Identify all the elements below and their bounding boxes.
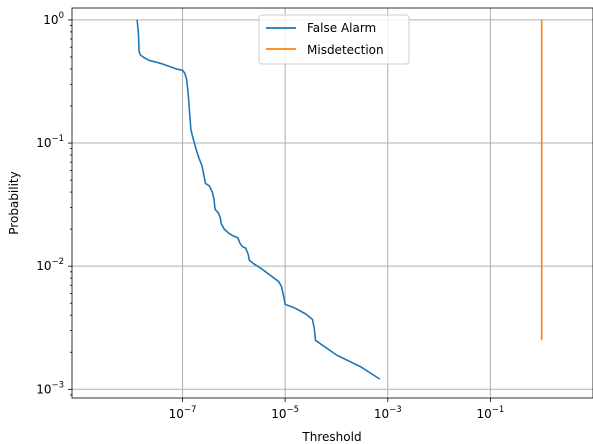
y-tick-label: 10−1	[36, 134, 64, 150]
x-tick-base: 10	[271, 407, 286, 421]
x-tick-exponent: −7	[184, 405, 197, 415]
y-tick-label: 10−3	[36, 380, 64, 396]
y-tick-base: 10	[36, 382, 51, 396]
x-tick-exponent: −3	[389, 405, 402, 415]
legend-label-misdetection: Misdetection	[307, 43, 384, 57]
y-tick-base: 10	[36, 136, 51, 150]
y-tick-exponent: −1	[51, 134, 64, 144]
legend: False Alarm Misdetection	[258, 14, 410, 65]
x-tick-base: 10	[476, 407, 491, 421]
x-axis: 10−7 10−5 10−3 10−1	[169, 398, 504, 421]
y-tick-exponent: −2	[51, 257, 64, 267]
y-tick-exponent: −3	[51, 380, 64, 390]
x-tick-label: 10−5	[271, 405, 299, 421]
y-tick-base: 10	[36, 259, 51, 273]
x-tick-label: 10−1	[476, 405, 504, 421]
x-tick-exponent: −1	[492, 405, 505, 415]
x-tick-base: 10	[374, 407, 389, 421]
x-axis-label: Threshold	[301, 430, 361, 444]
y-tick-base: 10	[43, 13, 58, 27]
axes-frame	[71, 7, 593, 399]
x-tick-exponent: −5	[287, 405, 300, 415]
legend-box	[258, 14, 410, 65]
plot-area	[136, 19, 543, 380]
x-tick-label: 10−7	[169, 405, 197, 421]
y-axis-label: Probability	[7, 171, 21, 234]
x-tick-base: 10	[169, 407, 184, 421]
legend-label-false-alarm: False Alarm	[307, 21, 376, 35]
series-line-false-alarm	[136, 19, 381, 380]
grid	[72, 8, 593, 398]
y-tick-label: 100	[43, 11, 64, 27]
y-tick-label: 10−2	[36, 257, 64, 273]
y-tick-exponent: 0	[59, 11, 64, 21]
x-tick-label: 10−3	[374, 405, 402, 421]
